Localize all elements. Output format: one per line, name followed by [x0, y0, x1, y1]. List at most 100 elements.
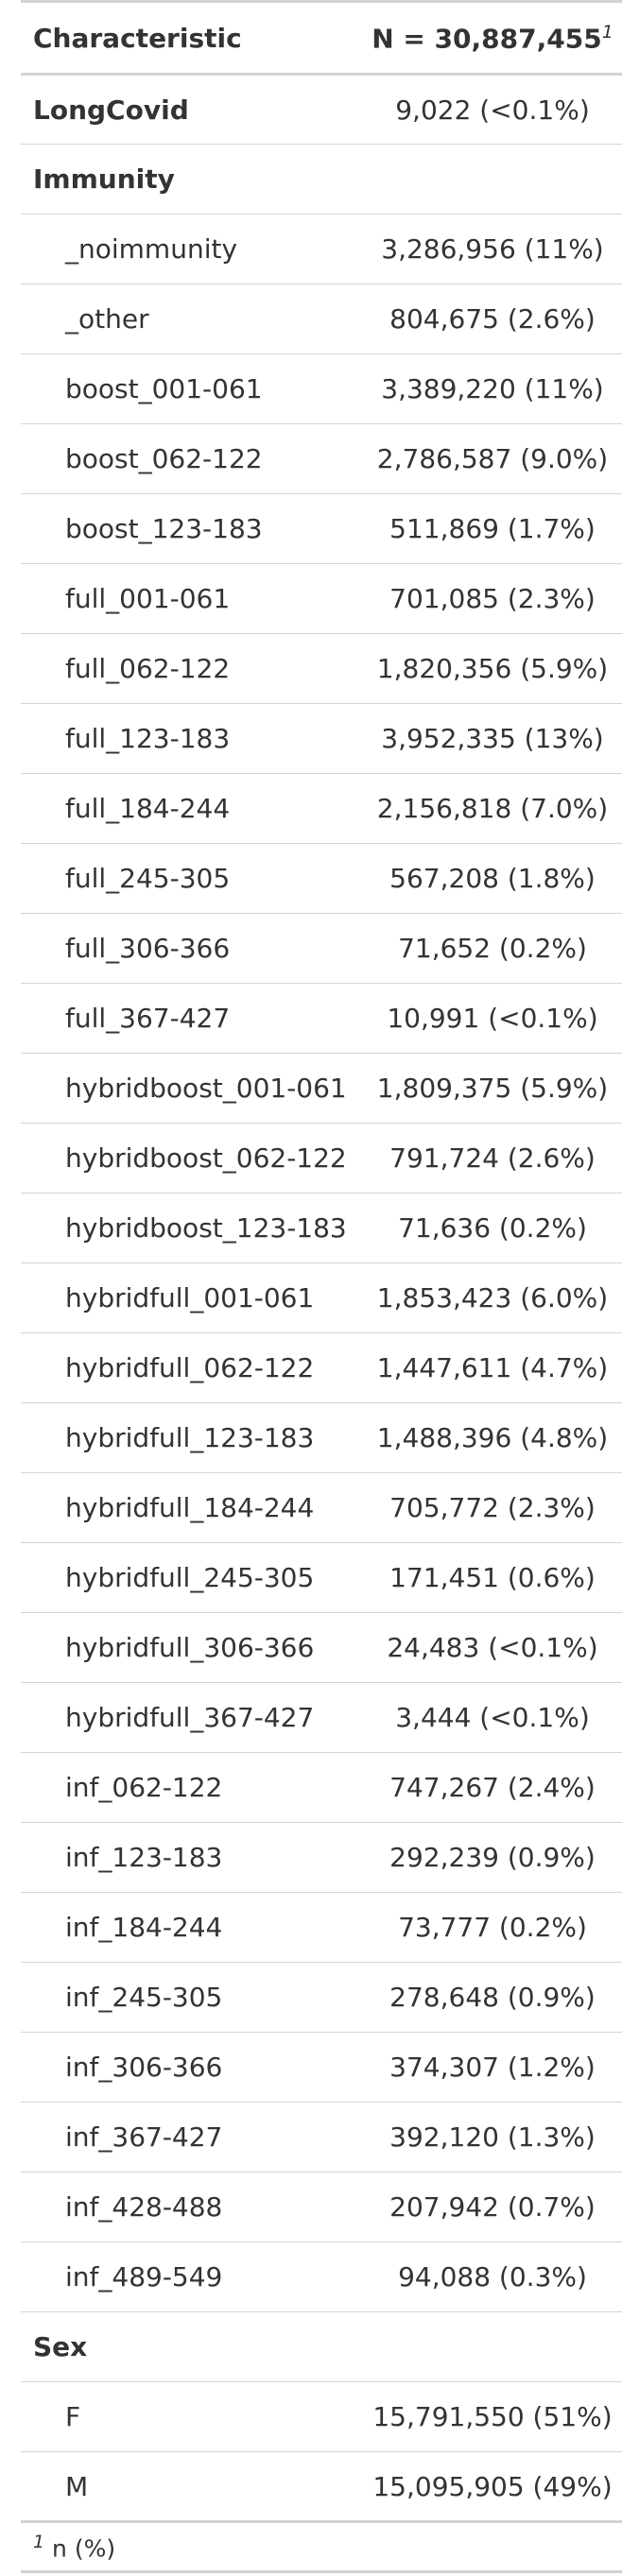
summary-table-container: Characteristic N = 30,887,4551 LongCovid… [21, 0, 622, 2573]
row-label: full_245-305 [65, 863, 231, 894]
level-row: hybridfull_306-366 24,483 (<0.1%) [21, 1613, 622, 1683]
row-label: full_184-244 [65, 793, 231, 824]
row-value: 71,652 (0.2%) [398, 933, 587, 964]
row-value: 1,488,396 (4.8%) [376, 1422, 609, 1453]
level-row: inf_489-549 94,088 (0.3%) [21, 2242, 622, 2312]
level-row: inf_245-305 278,648 (0.9%) [21, 1963, 622, 2033]
header-footnote-mark: 1 [601, 21, 613, 43]
variable-row: Sex [21, 2312, 622, 2382]
row-value: 9,022 (<0.1%) [395, 94, 590, 126]
level-row: full_367-427 10,991 (<0.1%) [21, 984, 622, 1054]
footnote-text: n (%) [44, 2534, 116, 2563]
row-label: inf_428-488 [65, 2191, 223, 2223]
row-value: 71,636 (0.2%) [398, 1212, 587, 1244]
level-row: hybridfull_001-061 1,853,423 (6.0%) [21, 1263, 622, 1333]
row-value [363, 2312, 622, 2382]
summary-table: Characteristic N = 30,887,4551 LongCovid… [21, 0, 622, 2573]
row-label: hybridfull_001-061 [65, 1282, 315, 1314]
row-value: 15,095,905 (49%) [372, 2470, 613, 2502]
variable-row: LongCovid 9,022 (<0.1%) [21, 75, 622, 145]
row-label: hybridfull_367-427 [65, 1702, 315, 1733]
row-label: boost_001-061 [65, 373, 263, 404]
table-header: Characteristic N = 30,887,4551 [21, 1, 622, 75]
level-row: full_245-305 567,208 (1.8%) [21, 844, 622, 914]
row-label: hybridfull_245-305 [65, 1562, 315, 1593]
level-row: boost_123-183 511,869 (1.7%) [21, 494, 622, 564]
level-row: inf_306-366 374,307 (1.2%) [21, 2033, 622, 2103]
row-value: 171,451 (0.6%) [389, 1562, 596, 1593]
row-label: full_001-061 [65, 583, 231, 614]
level-row: boost_001-061 3,389,220 (11%) [21, 354, 622, 424]
row-value: 3,286,956 (11%) [381, 233, 604, 265]
row-value: 73,777 (0.2%) [398, 1912, 587, 1943]
level-row: hybridboost_123-183 71,636 (0.2%) [21, 1194, 622, 1263]
row-label: _noimmunity [65, 233, 238, 265]
row-value: 15,791,550 (51%) [372, 2401, 613, 2432]
row-value: 374,307 (1.2%) [389, 2052, 596, 2083]
row-label: inf_306-366 [65, 2052, 223, 2083]
level-row: full_123-183 3,952,335 (13%) [21, 704, 622, 774]
level-row: inf_062-122 747,267 (2.4%) [21, 1753, 622, 1823]
level-row: hybridfull_367-427 3,444 (<0.1%) [21, 1683, 622, 1753]
row-value: 94,088 (0.3%) [398, 2261, 587, 2293]
row-label: LongCovid [33, 94, 189, 126]
row-label: hybridfull_306-366 [65, 1632, 315, 1663]
row-value: 2,786,587 (9.0%) [376, 443, 609, 474]
row-label: F [65, 2401, 81, 2432]
row-value: 278,648 (0.9%) [389, 1982, 596, 2013]
level-row: inf_123-183 292,239 (0.9%) [21, 1823, 622, 1893]
row-value: 1,853,423 (6.0%) [376, 1282, 609, 1314]
row-value: 3,444 (<0.1%) [395, 1702, 590, 1733]
level-row: full_184-244 2,156,818 (7.0%) [21, 774, 622, 844]
level-row: full_306-366 71,652 (0.2%) [21, 914, 622, 984]
level-row: hybridboost_062-122 791,724 (2.6%) [21, 1124, 622, 1194]
row-label: hybridfull_123-183 [65, 1422, 315, 1453]
level-row: full_001-061 701,085 (2.3%) [21, 564, 622, 634]
row-value: 567,208 (1.8%) [389, 863, 596, 894]
level-row: boost_062-122 2,786,587 (9.0%) [21, 424, 622, 494]
footnote-mark: 1 [33, 2531, 45, 2552]
row-value: 3,389,220 (11%) [381, 373, 604, 404]
level-row: inf_367-427 392,120 (1.3%) [21, 2103, 622, 2172]
row-label: inf_245-305 [65, 1982, 223, 2013]
row-label: M [65, 2470, 89, 2502]
row-label: Immunity [33, 163, 175, 195]
footnote-row: 1 n (%) [21, 2521, 622, 2572]
row-value: 3,952,335 (13%) [381, 723, 604, 754]
row-label: full_062-122 [65, 653, 231, 684]
row-value: 705,772 (2.3%) [389, 1492, 596, 1523]
row-value: 791,724 (2.6%) [389, 1142, 596, 1174]
row-label: hybridboost_123-183 [65, 1212, 347, 1244]
row-label: inf_184-244 [65, 1912, 223, 1943]
row-value: 2,156,818 (7.0%) [376, 793, 609, 824]
variable-row: Immunity [21, 145, 622, 215]
row-label: boost_123-183 [65, 513, 263, 544]
table-body: LongCovid 9,022 (<0.1%) Immunity _noimmunit… [21, 75, 622, 2522]
level-row: M 15,095,905 (49%) [21, 2452, 622, 2522]
level-row: hybridfull_184-244 705,772 (2.3%) [21, 1473, 622, 1543]
level-row: full_062-122 1,820,356 (5.9%) [21, 634, 622, 704]
row-label: hybridboost_001-061 [65, 1073, 347, 1104]
row-value: 392,120 (1.3%) [389, 2121, 596, 2153]
row-label: inf_123-183 [65, 1842, 223, 1873]
row-value: 207,942 (0.7%) [389, 2191, 596, 2223]
row-value [363, 145, 622, 215]
row-value: 10,991 (<0.1%) [387, 1003, 598, 1034]
column-header-characteristic: Characteristic [33, 22, 242, 54]
table-footer: 1 n (%) [21, 2521, 622, 2572]
header-row: Characteristic N = 30,887,4551 [21, 1, 622, 75]
row-label: boost_062-122 [65, 443, 263, 474]
level-row: F 15,791,550 (51%) [21, 2382, 622, 2452]
row-value: 1,809,375 (5.9%) [376, 1073, 609, 1104]
row-label: hybridboost_062-122 [65, 1142, 347, 1174]
level-row: inf_184-244 73,777 (0.2%) [21, 1893, 622, 1963]
level-row: inf_428-488 207,942 (0.7%) [21, 2172, 622, 2242]
row-value: 701,085 (2.3%) [389, 583, 596, 614]
level-row: hybridboost_001-061 1,809,375 (5.9%) [21, 1054, 622, 1124]
row-label: full_306-366 [65, 933, 231, 964]
level-row: _noimmunity 3,286,956 (11%) [21, 215, 622, 284]
level-row: hybridfull_245-305 171,451 (0.6%) [21, 1543, 622, 1613]
column-header-n-label: N = 30,887,455 [371, 23, 602, 55]
level-row: hybridfull_123-183 1,488,396 (4.8%) [21, 1403, 622, 1473]
row-label: hybridfull_184-244 [65, 1492, 315, 1523]
